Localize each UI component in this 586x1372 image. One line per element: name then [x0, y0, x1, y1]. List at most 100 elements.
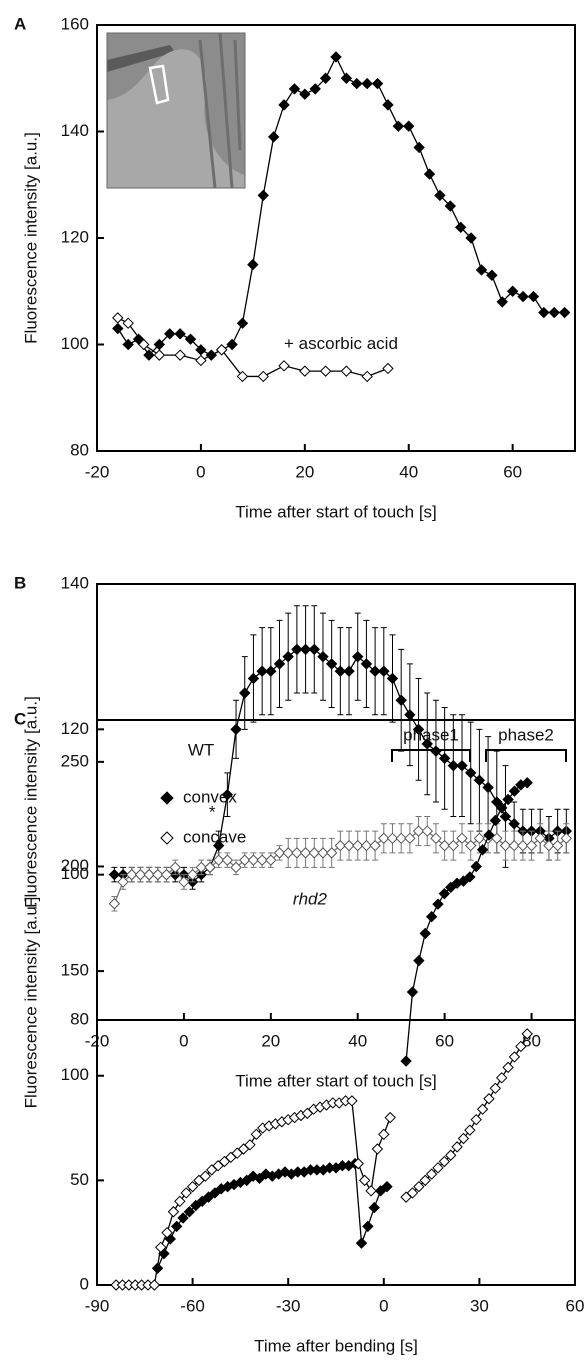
data-point: [257, 370, 269, 383]
y-tick-label: 120: [61, 719, 89, 738]
y-tick-label: 80: [70, 440, 89, 459]
data-point: [239, 854, 251, 866]
data-point: [352, 650, 364, 663]
data-point: [299, 643, 312, 656]
data-point: [346, 1095, 358, 1107]
legend-label: convex: [183, 787, 237, 806]
x-tick-label: 20: [261, 1031, 280, 1050]
y-tick-label: 80: [70, 1009, 89, 1028]
legend-marker: [160, 791, 174, 805]
y-tick-label: 100: [61, 334, 89, 353]
x-tick-label: -30: [276, 1296, 301, 1315]
data-point: [451, 1141, 463, 1153]
data-point: [195, 354, 207, 367]
data-point: [465, 232, 477, 244]
data-point: [355, 1237, 368, 1249]
data-point: [288, 83, 301, 95]
phase-label: phase2: [498, 725, 554, 744]
data-point: [291, 847, 303, 859]
data-point: [502, 1061, 514, 1074]
data-point: [351, 77, 363, 90]
data-point: [153, 349, 166, 361]
x-tick-label: 0: [179, 1031, 188, 1050]
x-tick-label: 0: [379, 1296, 388, 1315]
data-point: [473, 832, 486, 845]
data-point: [282, 847, 294, 859]
data-point: [386, 832, 399, 845]
data-point: [257, 189, 269, 202]
data-point: [186, 1180, 199, 1193]
x-axis-label: Time after start of touch [s]: [235, 1071, 437, 1090]
data-point: [371, 1143, 384, 1155]
data-point: [403, 120, 415, 132]
data-point: [352, 839, 364, 852]
y-tick-label: 250: [61, 751, 89, 770]
data-point: [406, 1187, 419, 1199]
data-point: [560, 832, 573, 845]
data-point: [382, 362, 394, 375]
data-point: [470, 1113, 482, 1126]
data-point: [548, 306, 560, 319]
data-point: [330, 51, 342, 63]
data-point: [278, 99, 290, 111]
data-point: [112, 322, 124, 335]
data-point: [186, 868, 199, 881]
data-point: [406, 986, 419, 998]
x-tick-label: -20: [85, 462, 110, 481]
data-point: [212, 839, 225, 852]
phase-label: phase1: [403, 725, 459, 744]
data-point: [495, 802, 508, 814]
data-point: [491, 832, 503, 845]
data-point: [457, 1132, 470, 1145]
data-point: [454, 221, 467, 234]
data-point: [138, 338, 150, 351]
data-point: [381, 1180, 393, 1193]
data-point: [412, 825, 425, 837]
plot-frame: [96, 719, 576, 1286]
y-tick-label: 100: [61, 864, 89, 883]
phase-bracket: [485, 749, 567, 762]
data-point: [447, 839, 460, 852]
data-point: [538, 306, 550, 319]
data-point: [273, 658, 286, 670]
data-point: [413, 954, 425, 967]
data-point: [319, 72, 332, 84]
data-point: [215, 344, 228, 356]
data-point: [108, 898, 121, 910]
x-tick-label: 20: [295, 462, 314, 481]
y-tick-label: 160: [61, 14, 89, 33]
panel-label: A: [14, 14, 26, 33]
data-point: [432, 1162, 444, 1174]
data-point: [226, 338, 238, 351]
data-point: [438, 752, 451, 765]
data-point: [160, 868, 173, 881]
data-point: [476, 844, 489, 856]
data-point: [236, 370, 249, 383]
data-point: [404, 832, 416, 845]
data-point: [184, 333, 197, 345]
data-point: [434, 189, 446, 202]
data-point: [502, 793, 514, 806]
data-point: [247, 854, 260, 866]
data-point: [174, 328, 186, 340]
x-tick-label: 40: [399, 462, 418, 481]
inset-photo: [106, 32, 246, 189]
series: [110, 1028, 533, 1291]
data-point: [483, 829, 495, 841]
data-point: [395, 832, 407, 845]
x-tick-label: -60: [180, 1296, 205, 1315]
data-point: [361, 77, 373, 90]
data-point: [425, 1168, 438, 1180]
data-point: [378, 1128, 390, 1141]
data-point: [378, 832, 390, 845]
data-point: [464, 1124, 476, 1136]
data-point: [508, 839, 520, 852]
data-point: [230, 861, 242, 874]
data-point: [430, 832, 442, 845]
data-point: [499, 839, 512, 852]
data-point: [525, 839, 538, 852]
data-point: [291, 643, 303, 656]
data-point: [365, 1185, 377, 1197]
data-point: [527, 290, 540, 303]
data-point: [438, 1155, 451, 1168]
